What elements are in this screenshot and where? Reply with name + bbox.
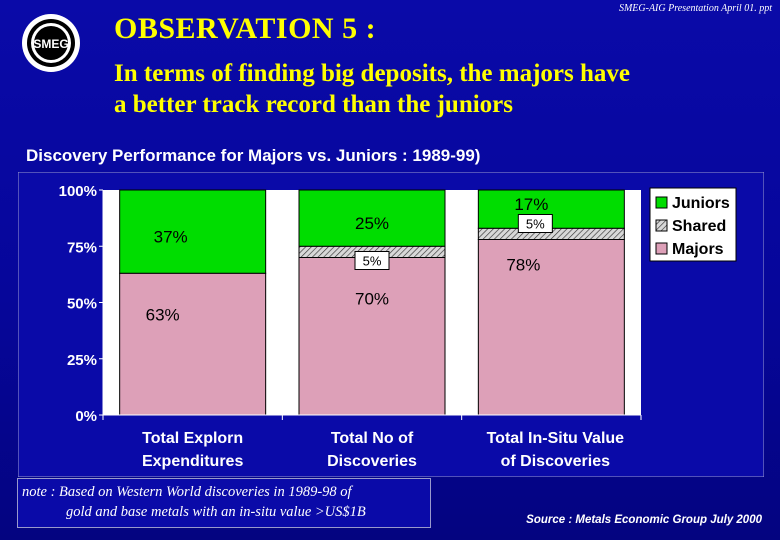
bar-majors-2 — [298, 257, 446, 416]
y-tick-label-100: 100% — [59, 183, 97, 200]
x-tick-label-2-line-1: Total No of — [331, 430, 414, 447]
headline-line-1: In terms of finding big deposits, the ma… — [114, 60, 630, 87]
bar-majors-3 — [477, 239, 625, 416]
chart-title: Discovery Performance for Majors vs. Jun… — [26, 146, 481, 165]
y-tick-label-50: 50% — [67, 296, 97, 313]
source-credit: Source : Metals Economic Group July 2000 — [526, 514, 762, 526]
legend-swatch-juniors — [655, 196, 668, 209]
stacked-bar-chart: 63% 70% 78% 5% 5% 37% 25% 17% 0% 25% 50% 75% 100% T… — [18, 172, 764, 477]
bar-juniors-1 — [119, 189, 267, 274]
legend-label-shared: Shared — [672, 218, 726, 235]
note-line-2: gold and base metals with an in-situ val… — [66, 504, 366, 520]
x-tick-label-1-line-2: Expenditures — [142, 453, 243, 470]
y-tick-label-75: 75% — [67, 239, 97, 256]
bar-juniors-2 — [298, 189, 446, 247]
presentation-reference: SMEG-AIG Presentation April 01. ppt — [618, 3, 772, 14]
label-juniors-1: 37% — [154, 228, 188, 247]
label-majors-2: 70% — [355, 290, 389, 309]
note-line-1: note : Based on Western World discoverie… — [22, 484, 352, 500]
x-tick-label-1-line-1: Total Explorn — [142, 430, 243, 447]
legend-swatch-shared — [655, 219, 668, 232]
y-axis: 0% 25% 50% 75% 100% — [59, 183, 104, 425]
logo-text: SMEG — [33, 37, 68, 51]
legend-label-juniors: Juniors — [672, 195, 730, 212]
bars-layer: 63% 70% 78% 5% 5% 37% 25% 17% — [119, 189, 625, 416]
y-tick-label-25: 25% — [67, 352, 97, 369]
label-shared-2-box — [354, 251, 390, 270]
legend-swatch-majors — [655, 242, 668, 255]
label-juniors-3: 17% — [514, 195, 548, 214]
observation-title: OBSERVATION 5 : — [114, 12, 377, 45]
label-shared-3-box — [517, 214, 553, 233]
label-shared-3: 5% — [526, 217, 545, 232]
bar-majors-1 — [119, 272, 267, 416]
x-tick-label-2-line-2: Discoveries — [327, 453, 417, 470]
note-box: note : Based on Western World discoverie… — [17, 478, 431, 528]
legend-label-majors: Majors — [672, 241, 724, 258]
legend: Juniors Shared Majors — [649, 187, 737, 262]
y-tick-label-0: 0% — [75, 408, 97, 425]
company-logo: SMEG — [22, 14, 80, 72]
headline-line-2: a better track record than the juniors — [114, 91, 514, 118]
label-shared-2: 5% — [363, 254, 382, 269]
label-majors-1: 63% — [146, 305, 180, 324]
label-majors-3: 78% — [506, 256, 540, 275]
label-juniors-2: 25% — [355, 214, 389, 233]
x-tick-label-3-line-1: Total In-Situ Value — [487, 430, 625, 447]
x-axis: Total Explorn Expenditures Total No of Disc… — [102, 414, 642, 470]
x-tick-label-3-line-2: of Discoveries — [501, 453, 610, 470]
headline: In terms of finding big deposits, the ma… — [114, 58, 764, 120]
